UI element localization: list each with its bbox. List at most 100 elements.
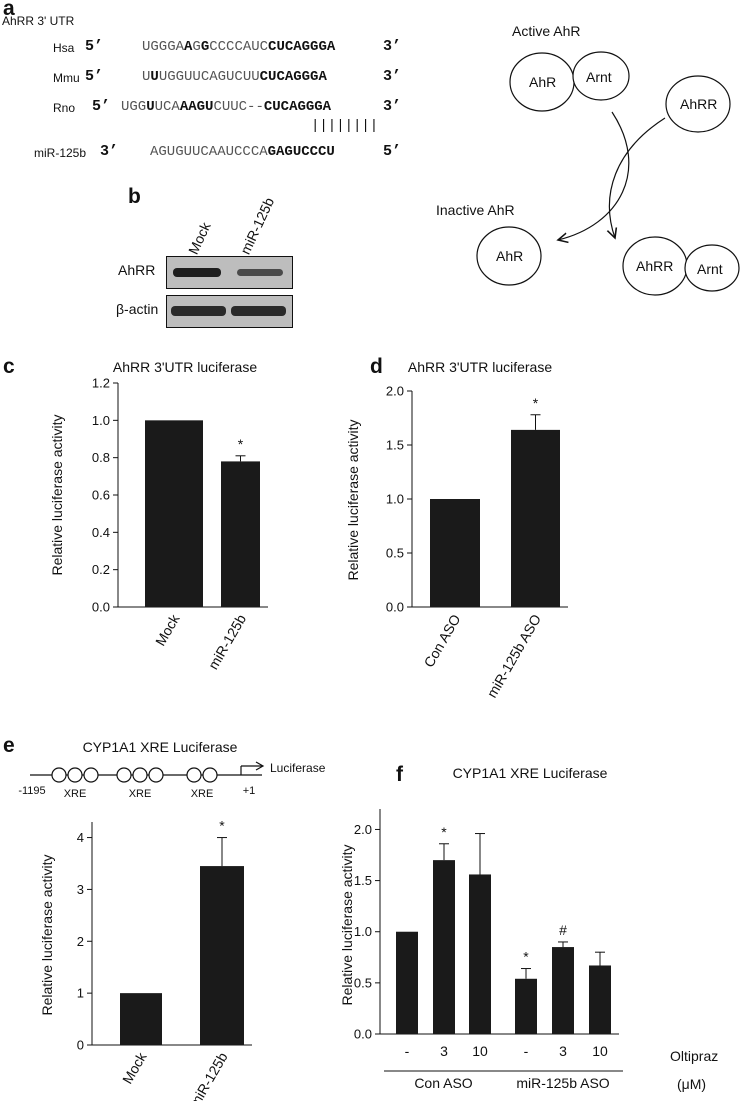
category-label: 10 xyxy=(472,1043,488,1059)
prime-3: 3’ xyxy=(100,143,119,160)
category-label: 3 xyxy=(559,1043,567,1059)
y-tick-label: 2 xyxy=(77,934,84,949)
y-tick-label: 1 xyxy=(77,986,84,1001)
category-label: 10 xyxy=(592,1043,608,1059)
xre-site xyxy=(148,767,164,783)
bar xyxy=(200,866,244,1045)
utr-header: AhRR 3' UTR xyxy=(2,14,75,28)
xre-site xyxy=(67,767,83,783)
y-axis-label: Relative luciferase activity xyxy=(345,419,361,580)
category-label: Mock xyxy=(119,1049,150,1087)
bar xyxy=(589,965,611,1034)
chart-title: AhRR 3'UTR luciferase xyxy=(113,359,257,375)
y-tick-label: 1.2 xyxy=(92,376,110,391)
sequence-mmu: UUUGGUUCAGUCUUCUCAGGGA xyxy=(142,69,327,85)
y-tick-label: 0.4 xyxy=(92,525,110,540)
species-label: Hsa xyxy=(53,41,75,55)
y-axis-label: Relative luciferase activity xyxy=(39,854,55,1015)
significance-mark: * xyxy=(441,824,447,840)
significance-mark: * xyxy=(523,949,529,965)
y-tick-label: 4 xyxy=(77,830,84,845)
x-axis-unit: (μM) xyxy=(677,1076,706,1092)
reporter-label: Luciferase xyxy=(270,761,326,775)
promoter-start: -1195 xyxy=(18,785,45,797)
ahrr-free-oval xyxy=(665,75,731,133)
arrow-to-ahrr-arnt xyxy=(609,117,666,238)
arnt-bound-oval xyxy=(684,244,740,292)
y-tick-label: 0.5 xyxy=(354,975,372,990)
promoter-end: +1 xyxy=(243,785,256,797)
panel-letter: e xyxy=(3,734,15,757)
xre-label: XRE xyxy=(191,788,214,800)
prime-5: 5’ xyxy=(92,98,111,115)
y-tick-label: 1.5 xyxy=(354,873,372,888)
significance-mark: * xyxy=(219,818,225,834)
y-tick-label: 3 xyxy=(77,882,84,897)
arrow-to-ahr xyxy=(558,111,630,240)
category-label: - xyxy=(524,1043,529,1059)
sequence-mir125b: AGUGUUCAAUCCCAGAGUCCCU xyxy=(150,144,335,160)
category-label: miR-125b xyxy=(205,611,249,672)
bar xyxy=(552,947,574,1034)
bar xyxy=(221,461,260,607)
x-axis-label: Oltipraz xyxy=(670,1048,718,1064)
category-label: Con ASO xyxy=(421,611,464,670)
y-tick-label: 0.0 xyxy=(386,600,404,615)
prime-5: 5’ xyxy=(383,143,402,160)
significance-mark: * xyxy=(238,436,244,452)
species-label: Mmu xyxy=(53,71,80,85)
prime-3: 3’ xyxy=(383,38,402,55)
species-label: Rno xyxy=(53,101,76,115)
chart-title: CYP1A1 XRE Luciferase xyxy=(453,765,608,781)
chart-title: CYP1A1 XRE Luciferase xyxy=(83,739,238,755)
xre-site xyxy=(202,767,218,783)
y-tick-label: 0.0 xyxy=(354,1027,372,1042)
sequence-rno: UGGUUCAAAGUCUUC--CUCAGGGA xyxy=(121,99,332,115)
y-tick-label: 0.2 xyxy=(92,562,110,577)
y-tick-label: 0.5 xyxy=(386,546,404,561)
arnt-label: Arnt xyxy=(586,69,612,85)
panel-letter: c xyxy=(3,355,15,378)
bar xyxy=(433,860,455,1034)
bar xyxy=(511,429,560,607)
band xyxy=(231,306,286,316)
ahr-label: AhR xyxy=(529,74,557,90)
ahrr-label: AhRR xyxy=(680,96,718,112)
band xyxy=(171,306,226,316)
y-axis-label: Relative luciferase activity xyxy=(339,844,355,1005)
category-label: miR-125b xyxy=(186,1049,230,1101)
y-tick-label: 0.6 xyxy=(92,488,110,503)
prime-5: 5’ xyxy=(85,68,104,85)
y-tick-label: 2.0 xyxy=(386,384,404,399)
panel-letter: d xyxy=(370,355,383,378)
panel-a-letter: a xyxy=(3,0,15,20)
xre-site xyxy=(186,767,202,783)
base-pairing-lines: |||||||| xyxy=(311,118,379,134)
bar xyxy=(515,978,537,1034)
bar xyxy=(469,874,491,1034)
mirna-label: miR-125b xyxy=(34,146,87,160)
xre-site xyxy=(116,767,132,783)
xre-label: XRE xyxy=(129,788,152,800)
xre-site xyxy=(83,767,99,783)
bar xyxy=(120,993,162,1045)
prime-3: 3’ xyxy=(383,98,402,115)
y-tick-label: 0.8 xyxy=(92,450,110,465)
active-ahr-title: Active AhR xyxy=(512,23,581,39)
bar xyxy=(430,499,480,607)
xre-label: XRE xyxy=(64,788,87,800)
sequence-hsa: UGGGAAGGCCCCAUCCUCAGGGA xyxy=(142,39,336,55)
blot-row-label: β-actin xyxy=(116,301,159,317)
category-label: Mock xyxy=(152,611,183,649)
inactive-ahr-title: Inactive AhR xyxy=(436,202,515,218)
y-tick-label: 2.0 xyxy=(354,822,372,837)
arnt-label: Arnt xyxy=(697,261,723,277)
category-label: miR-125b ASO xyxy=(484,611,545,700)
tss-arrowhead xyxy=(255,761,265,771)
category-label: 3 xyxy=(440,1043,448,1059)
prime-5: 5’ xyxy=(85,38,104,55)
bar xyxy=(396,931,418,1034)
blot-row-label: AhRR xyxy=(118,262,156,278)
